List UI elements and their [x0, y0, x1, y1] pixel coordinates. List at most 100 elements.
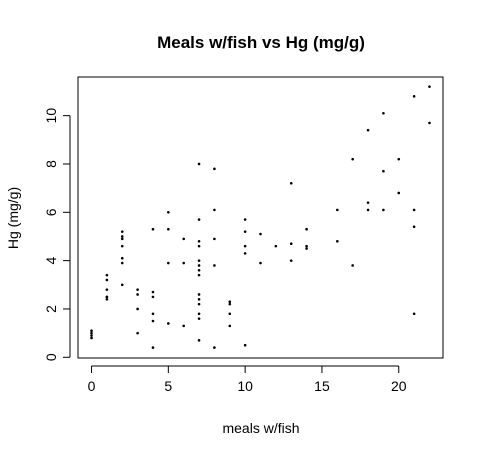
data-point: [382, 111, 385, 115]
data-point: [351, 264, 354, 267]
data-point: [228, 302, 232, 306]
data-point: [382, 169, 385, 173]
data-point: [136, 331, 139, 335]
data-points: [90, 85, 431, 349]
data-point: [120, 261, 124, 265]
data-point: [366, 208, 370, 212]
data-point: [182, 324, 185, 328]
data-point: [105, 288, 109, 291]
data-point: [351, 157, 354, 161]
data-point: [412, 225, 416, 229]
data-point: [228, 300, 232, 304]
data-point: [197, 268, 201, 272]
y-tick-label: 6: [43, 208, 59, 216]
data-point: [197, 218, 201, 221]
data-point: [197, 239, 201, 243]
data-point: [167, 211, 170, 214]
y-axis: 0 2 4 6 8 10: [43, 108, 71, 361]
data-point: [151, 346, 155, 349]
data-point: [151, 319, 155, 323]
data-point: [366, 201, 370, 204]
data-point: [197, 317, 201, 320]
data-point: [136, 307, 139, 311]
data-point: [289, 242, 293, 246]
data-point: [197, 162, 201, 166]
x-tick-label: 10: [237, 378, 253, 394]
data-point: [305, 244, 308, 248]
data-point: [213, 237, 216, 241]
data-point: [120, 283, 124, 287]
data-point: [397, 157, 401, 161]
data-point: [213, 208, 216, 212]
data-point: [243, 252, 247, 255]
data-point: [136, 293, 139, 296]
data-point: [105, 278, 109, 282]
data-point: [105, 273, 109, 277]
data-point: [228, 312, 232, 316]
data-point: [366, 128, 370, 132]
x-axis: 0 5 10 15 20: [88, 365, 407, 394]
data-point: [197, 297, 201, 301]
data-point: [182, 237, 185, 241]
data-point: [382, 208, 385, 212]
data-point: [243, 343, 247, 347]
data-point: [167, 261, 170, 265]
data-point: [259, 232, 262, 236]
data-point: [243, 230, 247, 233]
x-tick-label: 20: [391, 378, 407, 394]
data-point: [289, 182, 293, 185]
x-tick-label: 5: [164, 378, 172, 394]
data-point: [90, 331, 93, 335]
data-point: [259, 261, 262, 265]
data-point: [105, 295, 109, 299]
data-point: [90, 334, 93, 337]
data-point: [213, 264, 216, 267]
data-point: [120, 235, 124, 238]
data-point: [151, 295, 155, 299]
data-point: [397, 191, 401, 195]
data-point: [90, 336, 93, 340]
data-point: [289, 259, 293, 262]
data-point: [305, 247, 308, 250]
data-point: [213, 346, 216, 349]
data-point: [105, 297, 109, 301]
y-axis-label: Hg (mg/g): [5, 187, 21, 249]
data-point: [151, 312, 155, 316]
y-tick-label: 2: [43, 305, 59, 313]
data-point: [120, 230, 124, 233]
data-point: [197, 302, 201, 306]
data-point: [120, 237, 124, 241]
data-point: [197, 293, 201, 296]
data-point: [120, 244, 124, 248]
data-point: [182, 261, 185, 265]
data-point: [428, 121, 431, 125]
data-point: [274, 244, 278, 248]
plot-frame: [77, 76, 444, 359]
data-point: [167, 227, 170, 231]
y-tick-label: 10: [43, 108, 59, 124]
data-point: [197, 264, 201, 267]
data-point: [197, 244, 201, 248]
data-point: [336, 239, 339, 243]
data-point: [213, 167, 216, 171]
data-point: [243, 218, 247, 221]
data-point: [336, 208, 339, 212]
y-tick-label: 4: [43, 257, 59, 265]
data-point: [120, 256, 124, 260]
data-point: [197, 339, 201, 342]
x-tick-label: 0: [88, 378, 96, 394]
x-tick-label: 15: [314, 378, 330, 394]
data-point: [243, 244, 247, 248]
data-point: [167, 322, 170, 325]
data-point: [151, 290, 155, 294]
data-point: [412, 208, 416, 212]
data-point: [305, 227, 308, 231]
chart-title: Meals w/fish vs Hg (mg/g): [157, 33, 365, 52]
data-point: [428, 85, 431, 88]
data-point: [151, 227, 155, 231]
data-point: [136, 288, 139, 291]
data-point: [412, 95, 416, 98]
data-point: [228, 324, 232, 328]
data-point: [90, 329, 93, 332]
data-point: [197, 273, 201, 277]
